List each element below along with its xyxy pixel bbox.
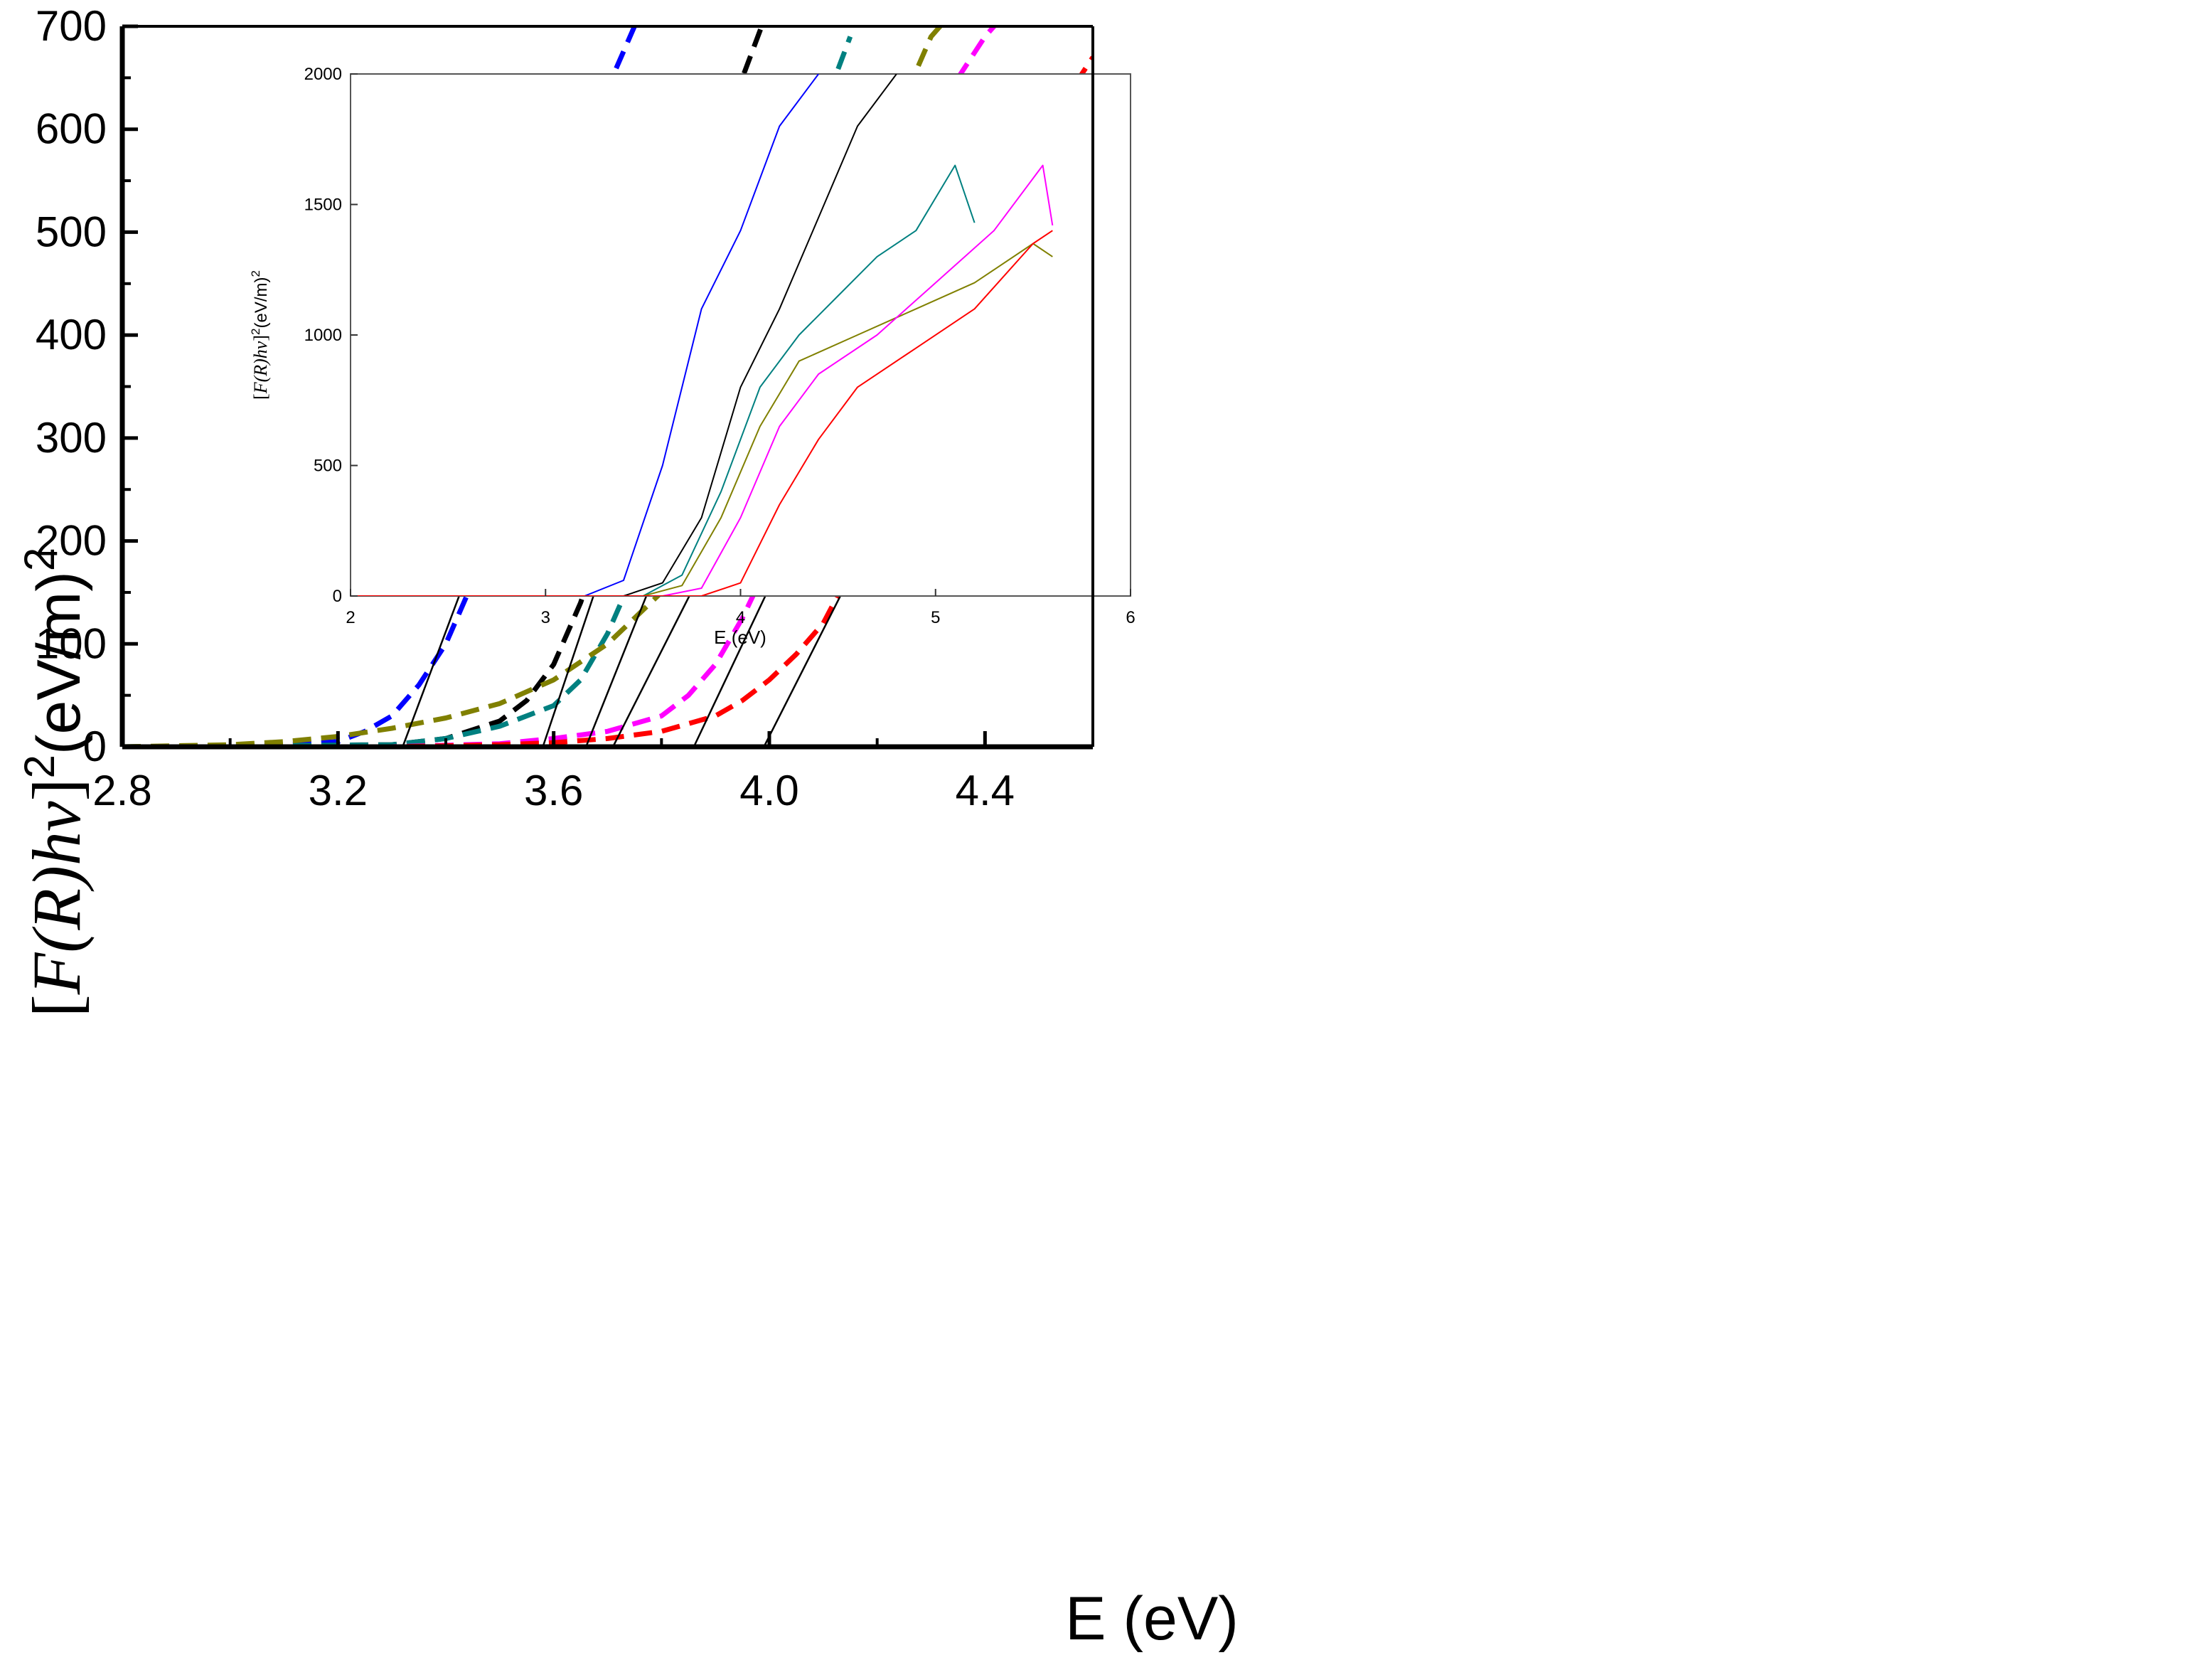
inset-series-x0-00 (351, 230, 1053, 596)
inset-y-label-bracket-open: [ (250, 393, 271, 400)
y-axis-label: [F(R)hv]2(eV/m)2 (16, 548, 95, 1018)
y-tick-label: 400 (36, 311, 107, 358)
y-tick-label: 200 (36, 517, 107, 565)
inset-y-tick-label: 1500 (304, 196, 342, 215)
y-axis-label-bracket-close: ] (18, 778, 95, 801)
x-tick-label: 2.8 (92, 767, 151, 814)
inset-y-tick-label: 0 (333, 587, 342, 606)
inset-x-tick-label: 6 (1126, 608, 1135, 627)
y-axis-label-unit-superscript: 2 (16, 548, 63, 571)
main-ticks: 2.8 3.2 3.6 4.0 4.4 0 100 200 300 400 500 600 700 (36, 2, 1015, 814)
x-tick-label: 3.2 (309, 767, 368, 814)
y-axis-label-unit: (eV/m) (25, 571, 93, 755)
x-tick-label: 3.6 (524, 767, 583, 814)
x-tick-label: 4.4 (956, 767, 1015, 814)
inset-y-label-bracket-close: ] (250, 335, 271, 341)
inset-y-tick-label: 1000 (304, 326, 342, 345)
inset-series-group (351, 74, 1054, 596)
y-tick-label: 500 (36, 208, 107, 255)
inset-y-tick-label: 500 (314, 457, 342, 476)
inset-series-x1-00 (351, 74, 820, 596)
y-tick-label: 700 (36, 2, 107, 50)
inset-y-label-superscript: 2 (249, 329, 262, 335)
inset-series-x0-40 (351, 243, 1053, 596)
inset-y-label-unit-superscript: 2 (249, 270, 262, 277)
inset-x-tick-label: 2 (346, 608, 355, 627)
inset-y-label-expression: F(R)hv (250, 341, 271, 394)
y-axis-label-bracket-open: [ (18, 994, 95, 1017)
inset-frame (350, 73, 1131, 597)
svg-text:[F(R)hv]2(eV/m)2: [F(R)hv]2(eV/m)2 (249, 270, 271, 400)
y-tick-label: 100 (36, 619, 107, 667)
inset-x-tick-label: 5 (931, 608, 940, 627)
inset-series-x0-60 (351, 164, 976, 596)
inset-series-x0-20 (351, 164, 1054, 596)
y-tick-label: 300 (36, 414, 107, 462)
x-tick-label: 4.0 (739, 767, 798, 814)
main-axes-frame (119, 25, 1094, 750)
inset-y-tick-label: 2000 (304, 65, 342, 84)
svg-text:[F(R)hv]2(eV/m)2: [F(R)hv]2(eV/m)2 (16, 548, 95, 1018)
y-axis-label-superscript: 2 (16, 755, 63, 778)
y-tick-label: 0 (83, 723, 107, 770)
inset-y-axis-label: [F(R)hv]2(eV/m)2 (249, 270, 271, 400)
y-axis-label-expression: F(R)hv (18, 801, 95, 995)
inset-x-tick-label: 3 (541, 608, 550, 627)
inset-y-label-unit: (eV/m) (252, 277, 271, 329)
inset-x-tick-label: 4 (736, 608, 745, 627)
inset-ticks: 2 3 4 5 6 0 500 1000 1500 2000 (304, 65, 1136, 627)
y-tick-label: 600 (36, 105, 107, 153)
inset-series-x0-80 (351, 74, 897, 596)
inset-x-axis-label: E (eV) (714, 627, 766, 648)
x-axis-label: E (eV) (1065, 1585, 1239, 1653)
